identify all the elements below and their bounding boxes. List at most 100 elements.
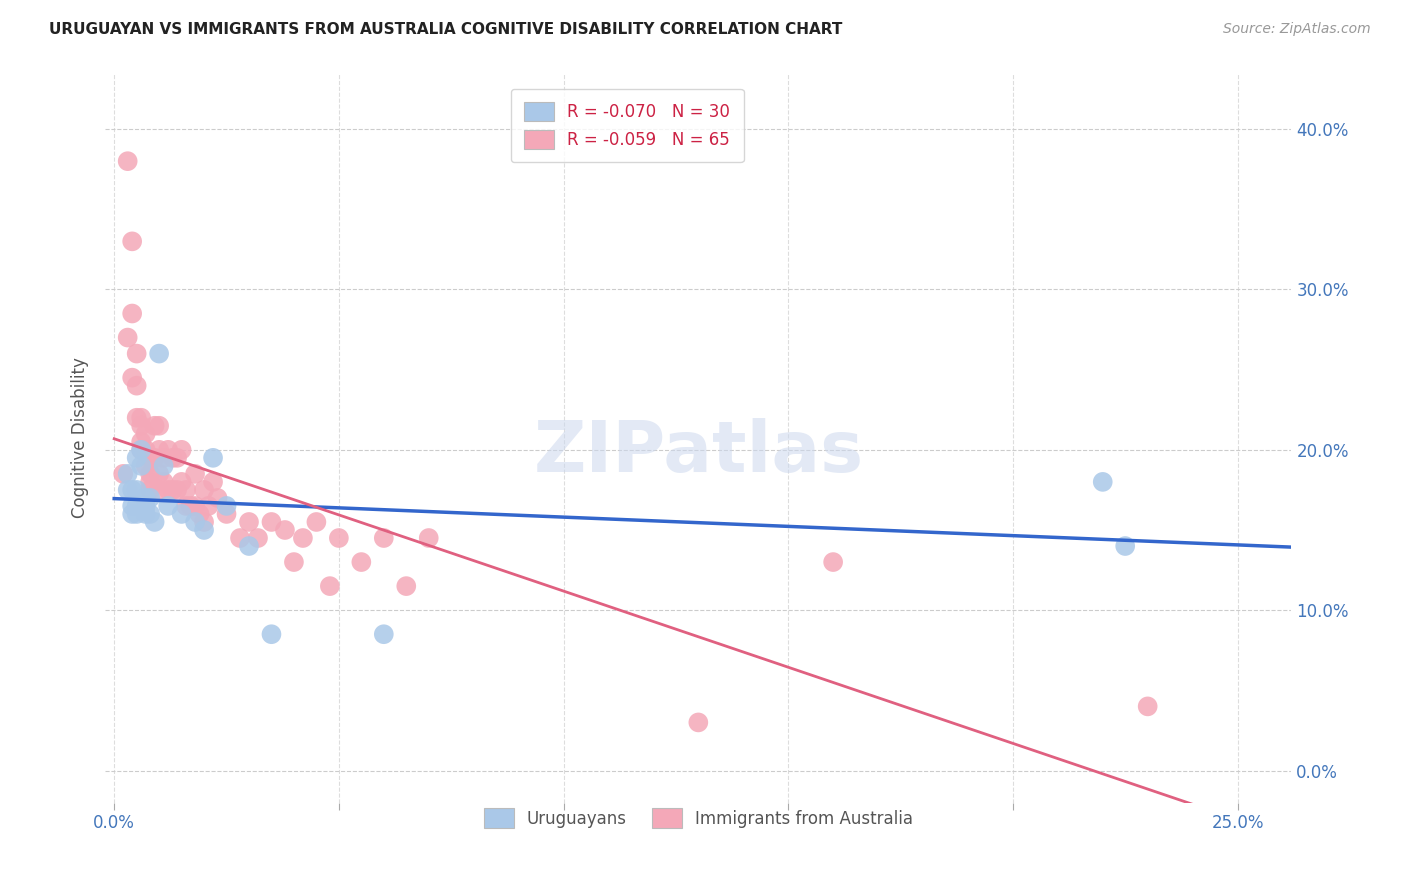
Point: [215, 499, 238, 513]
Point: [193, 483, 215, 497]
Point: [418, 531, 440, 545]
Point: [162, 483, 184, 497]
Point: [157, 442, 180, 457]
Point: [139, 467, 162, 481]
Point: [129, 458, 152, 473]
Point: [162, 450, 184, 465]
Point: [152, 475, 174, 489]
Point: [260, 627, 283, 641]
Point: [215, 507, 238, 521]
Point: [117, 154, 139, 169]
Point: [823, 555, 845, 569]
Point: [117, 483, 139, 497]
Point: [166, 483, 188, 497]
Point: [139, 450, 162, 465]
Point: [125, 450, 148, 465]
Point: [174, 499, 197, 513]
Point: [180, 499, 202, 513]
Point: [260, 515, 283, 529]
Point: [125, 499, 148, 513]
Point: [1091, 475, 1114, 489]
Point: [139, 475, 162, 489]
Point: [125, 483, 148, 497]
Point: [373, 627, 395, 641]
Point: [283, 555, 305, 569]
Point: [202, 450, 225, 465]
Point: [121, 370, 143, 384]
Text: Source: ZipAtlas.com: Source: ZipAtlas.com: [1223, 22, 1371, 37]
Point: [135, 507, 157, 521]
Point: [207, 491, 229, 505]
Point: [129, 418, 152, 433]
Point: [121, 483, 143, 497]
Point: [1114, 539, 1136, 553]
Point: [246, 531, 269, 545]
Point: [170, 507, 193, 521]
Point: [135, 458, 157, 473]
Point: [129, 442, 152, 457]
Point: [305, 515, 328, 529]
Point: [193, 523, 215, 537]
Point: [148, 418, 170, 433]
Y-axis label: Cognitive Disability: Cognitive Disability: [72, 358, 89, 518]
Point: [188, 507, 211, 521]
Point: [170, 475, 193, 489]
Point: [125, 346, 148, 360]
Point: [148, 346, 170, 360]
Point: [135, 426, 157, 441]
Legend: Uruguayans, Immigrants from Australia: Uruguayans, Immigrants from Australia: [477, 802, 920, 834]
Point: [193, 515, 215, 529]
Point: [139, 507, 162, 521]
Point: [125, 378, 148, 392]
Point: [139, 491, 162, 505]
Point: [350, 555, 373, 569]
Point: [184, 515, 207, 529]
Point: [238, 515, 260, 529]
Point: [373, 531, 395, 545]
Point: [121, 306, 143, 320]
Point: [129, 434, 152, 449]
Point: [166, 450, 188, 465]
Point: [143, 450, 166, 465]
Point: [125, 410, 148, 425]
Point: [125, 507, 148, 521]
Point: [148, 467, 170, 481]
Point: [112, 467, 135, 481]
Point: [143, 418, 166, 433]
Point: [129, 442, 152, 457]
Point: [238, 539, 260, 553]
Point: [157, 499, 180, 513]
Point: [291, 531, 314, 545]
Point: [143, 515, 166, 529]
Point: [148, 442, 170, 457]
Point: [184, 467, 207, 481]
Text: ZIPatlas: ZIPatlas: [533, 417, 863, 487]
Point: [135, 442, 157, 457]
Point: [328, 531, 350, 545]
Point: [148, 483, 170, 497]
Point: [174, 483, 197, 497]
Point: [197, 499, 219, 513]
Point: [152, 458, 174, 473]
Point: [274, 523, 297, 537]
Point: [139, 483, 162, 497]
Point: [135, 499, 157, 513]
Point: [121, 507, 143, 521]
Point: [229, 531, 252, 545]
Point: [184, 499, 207, 513]
Point: [319, 579, 342, 593]
Text: URUGUAYAN VS IMMIGRANTS FROM AUSTRALIA COGNITIVE DISABILITY CORRELATION CHART: URUGUAYAN VS IMMIGRANTS FROM AUSTRALIA C…: [49, 22, 842, 37]
Point: [170, 442, 193, 457]
Point: [152, 450, 174, 465]
Point: [395, 579, 418, 593]
Point: [135, 491, 157, 505]
Point: [121, 499, 143, 513]
Point: [129, 410, 152, 425]
Point: [117, 467, 139, 481]
Point: [117, 330, 139, 344]
Point: [121, 235, 143, 249]
Point: [688, 715, 710, 730]
Point: [202, 475, 225, 489]
Point: [157, 483, 180, 497]
Point: [1136, 699, 1159, 714]
